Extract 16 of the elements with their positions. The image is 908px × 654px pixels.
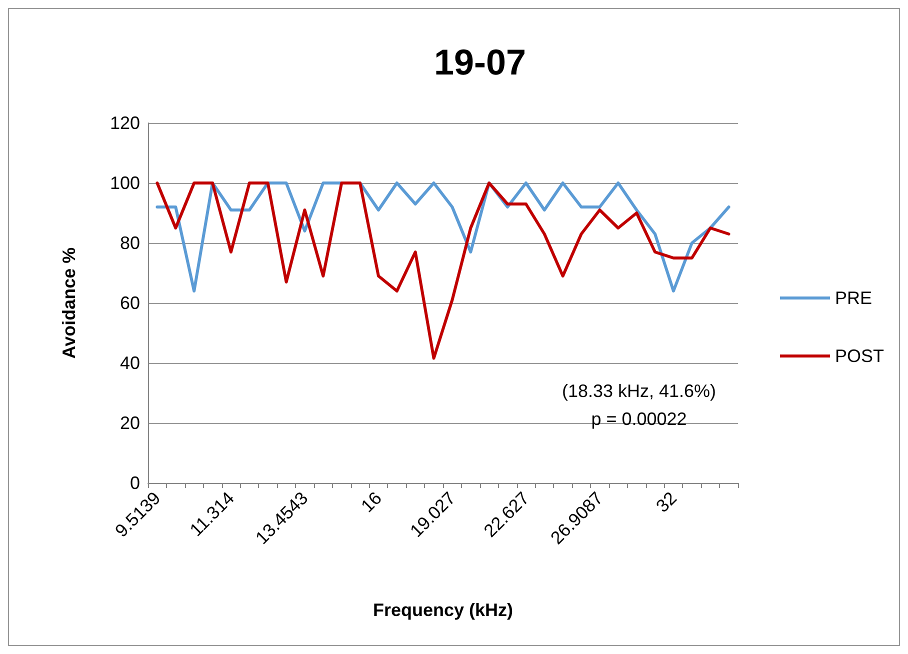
line-series [156,182,730,360]
y-tick-label: 80 [120,233,140,253]
annotation: (18.33 kHz, 41.6%) p = 0.00022 [562,381,716,429]
legend-label: PRE [834,288,872,308]
x-axis-title: Frequency (kHz) [372,600,514,620]
legend-label: POST [834,346,884,366]
y-axis-title: Avoidance % [59,247,79,359]
y-tick-label: 0 [130,473,140,493]
y-tick-label: 120 [110,113,140,133]
chart-title: 19-07 [434,42,526,82]
x-tick-label: 16 [357,488,386,516]
y-tick-label: 40 [120,353,140,373]
y-tick-label: 20 [120,413,140,433]
y-tick-label: 60 [120,293,140,313]
x-tick-label: 32 [652,488,681,516]
y-tick-label: 100 [110,173,140,193]
